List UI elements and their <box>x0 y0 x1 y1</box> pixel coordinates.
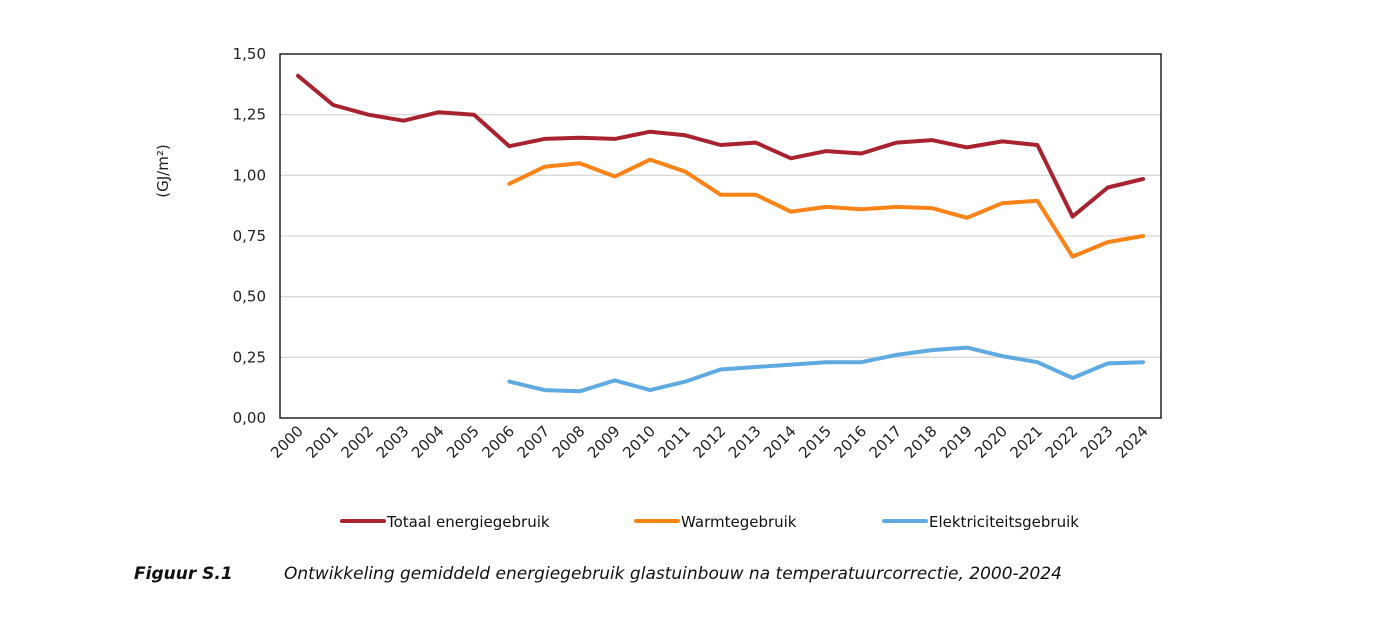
x-tick-label: 2023 <box>1077 422 1117 462</box>
series-line-warmtegebruik <box>507 157 1145 259</box>
x-tick-label: 2000 <box>267 422 307 462</box>
y-tick-label: 1,25 <box>233 106 266 124</box>
y-tick-label: 0,25 <box>233 348 266 366</box>
legend-label: Warmtegebruik <box>681 513 797 531</box>
y-tick-label: 0,75 <box>233 227 266 245</box>
y-axis-ticks: 0,00 0,25 0,50 0,75 1,00 1,25 1,50 <box>233 45 266 427</box>
x-tick-label: 2021 <box>1006 422 1046 462</box>
series-line-elektriciteitsgebruik <box>507 345 1145 394</box>
x-tick-label: 2015 <box>795 422 835 462</box>
series-layer <box>296 73 1145 394</box>
x-tick-label: 2009 <box>584 422 624 462</box>
x-tick-label: 2013 <box>725 422 765 462</box>
x-tick-label: 2020 <box>971 422 1011 462</box>
figure-label: Figuur S.1 <box>134 564 233 584</box>
x-tick-label: 2004 <box>408 422 448 462</box>
y-tick-label: 0,50 <box>233 288 266 306</box>
x-tick-label: 2016 <box>830 422 870 462</box>
x-tick-label: 2007 <box>514 422 554 462</box>
x-tick-label: 2001 <box>302 422 342 462</box>
x-tick-label: 2019 <box>936 422 976 462</box>
x-tick-label: 2005 <box>443 422 483 462</box>
figure-caption: Figuur S.1 Ontwikkeling gemiddeld energie… <box>134 564 1062 584</box>
x-tick-label: 2012 <box>690 422 730 462</box>
x-tick-label: 2014 <box>760 422 800 462</box>
plot-area-border <box>279 53 1162 419</box>
x-tick-label: 2010 <box>619 422 659 462</box>
x-tick-label: 2017 <box>866 422 906 462</box>
gridlines <box>280 114 1161 358</box>
x-axis-ticks: 2000200120022003200420052006200720082009… <box>267 422 1152 462</box>
y-axis-title: (GJ/m²) <box>154 144 172 197</box>
y-tick-label: 1,00 <box>233 166 266 184</box>
x-tick-label: 2018 <box>901 422 941 462</box>
x-tick-label: 2022 <box>1042 422 1082 462</box>
x-tick-label: 2011 <box>654 422 694 462</box>
legend-item: Elektriciteitsgebruik <box>882 513 1079 531</box>
x-tick-label: 2003 <box>373 422 413 462</box>
y-tick-label: 0,00 <box>233 409 266 427</box>
legend: Totaal energiegebruik Warmtegebruik Elektr… <box>340 513 1079 531</box>
x-tick-label: 2006 <box>478 422 518 462</box>
legend-item: Totaal energiegebruik <box>340 513 550 531</box>
x-tick-label: 2008 <box>549 422 589 462</box>
legend-label: Totaal energiegebruik <box>386 513 550 531</box>
legend-item: Warmtegebruik <box>634 513 797 531</box>
y-tick-label: 1,50 <box>233 45 266 63</box>
figure-caption-text: Ontwikkeling gemiddeld energiegebruik gl… <box>284 564 1062 584</box>
x-tick-label: 2002 <box>338 422 378 462</box>
x-tick-label: 2024 <box>1112 422 1152 462</box>
legend-label: Elektriciteitsgebruik <box>929 513 1079 531</box>
